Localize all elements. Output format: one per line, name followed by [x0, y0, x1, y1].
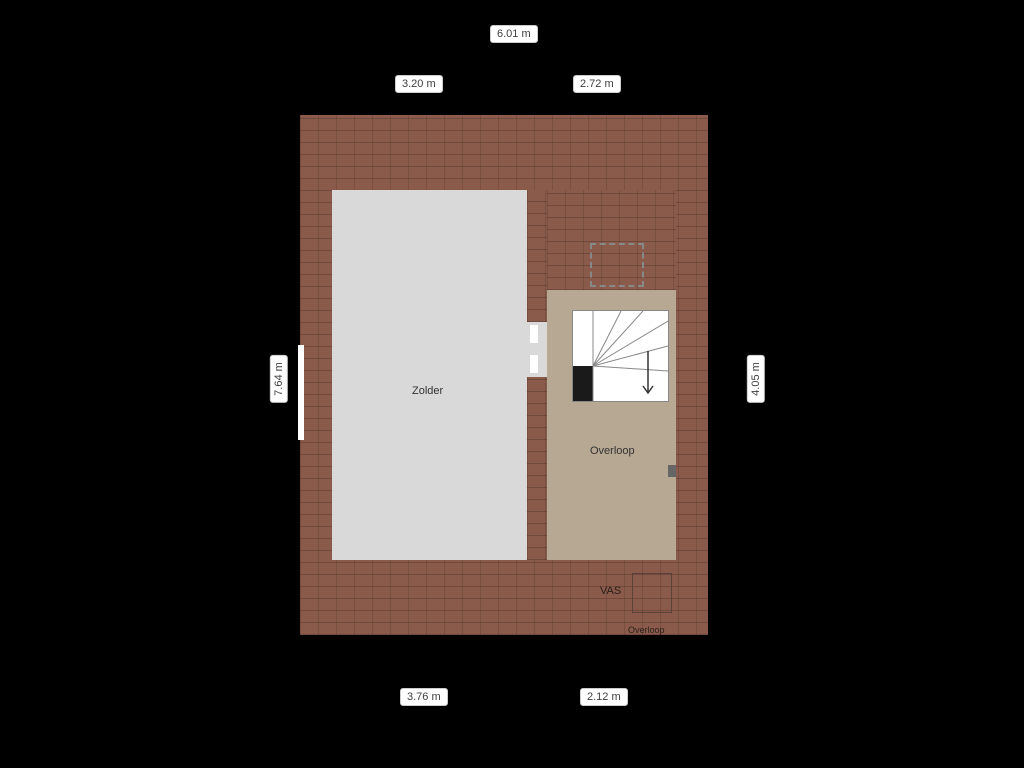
dim-top-left: 3.20 m — [395, 75, 443, 93]
vas-box — [632, 573, 672, 613]
floorplan-canvas: 6.01 m 3.20 m 2.72 m 7.64 m 4.05 m 3.76 … — [0, 0, 1024, 768]
stairs-treads-icon — [573, 311, 668, 401]
room-zolder — [332, 190, 527, 560]
window-left — [298, 345, 304, 440]
floorplan: Zolder Overloop — [300, 115, 708, 635]
dim-top-outer: 6.01 m — [490, 25, 538, 43]
zolder-label: Zolder — [412, 385, 443, 397]
dim-left: 7.64 m — [270, 355, 288, 403]
hatch-icon — [590, 243, 644, 287]
dim-bottom-right: 2.12 m — [580, 688, 628, 706]
overloop-bottom-label: Overloop — [628, 625, 665, 635]
divider-wall-upper — [527, 190, 547, 322]
vas-label: VAS — [600, 585, 621, 597]
dim-bottom-left: 3.76 m — [400, 688, 448, 706]
dim-right: 4.05 m — [747, 355, 765, 403]
stairs — [572, 310, 669, 402]
overloop-right-notch — [668, 465, 676, 477]
divider-wall-lower — [527, 377, 547, 560]
doorway-notch-1 — [530, 325, 538, 343]
dim-top-right: 2.72 m — [573, 75, 621, 93]
doorway-notch-2 — [530, 355, 538, 373]
overloop-label: Overloop — [590, 445, 635, 457]
